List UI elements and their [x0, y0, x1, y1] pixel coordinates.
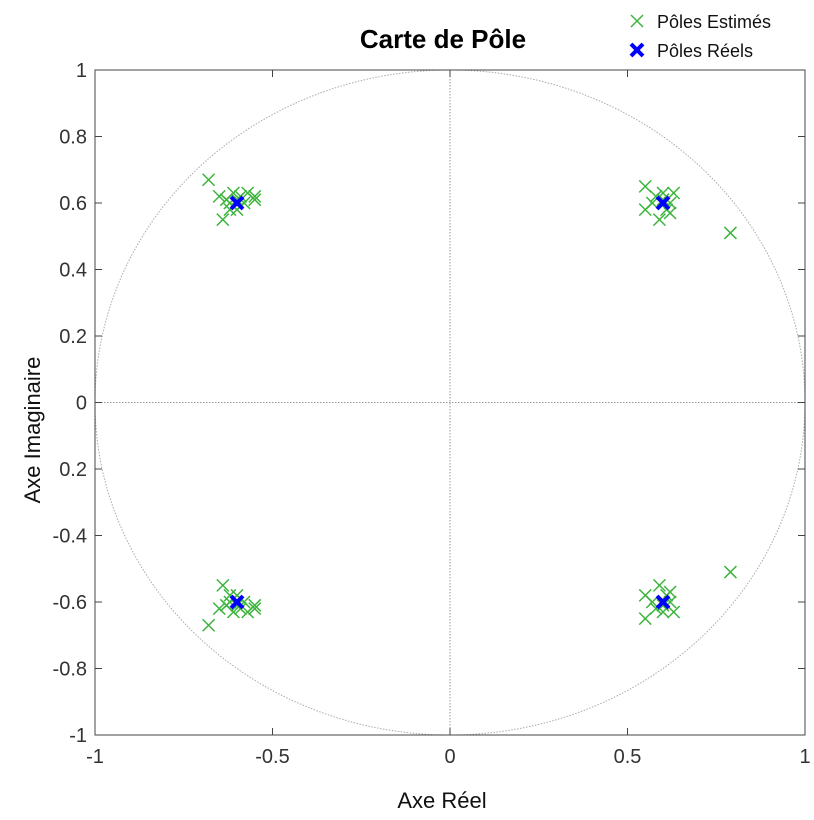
estimated-pole-marker	[248, 602, 262, 616]
estimated-pole-marker	[723, 565, 737, 579]
estimated-pole-marker-stroke-b	[216, 578, 230, 592]
estimated-pole-marker-stroke-b	[663, 585, 677, 599]
real-pole-marker	[655, 195, 671, 211]
estimated-pole-marker-stroke-b	[248, 602, 262, 616]
estimated-pole-marker-stroke-b	[667, 186, 681, 200]
estimated-pole-marker-stroke-b	[241, 186, 255, 200]
y-tick-label: 0.2	[59, 326, 87, 348]
estimated-pole-marker-stroke-b	[226, 605, 240, 619]
estimated-pole-marker	[663, 585, 677, 599]
x-tick-label: 0.5	[614, 746, 642, 768]
legend-label-real: Pôles Réels	[657, 41, 753, 61]
estimated-pole-marker	[202, 618, 216, 632]
legend: Pôles Estimés Pôles Réels	[629, 12, 771, 61]
estimated-pole-marker	[723, 226, 737, 240]
real-pole-marker-stroke-b	[229, 195, 245, 211]
estimated-pole-marker-stroke-b	[638, 612, 652, 626]
estimated-pole-marker	[667, 605, 681, 619]
estimated-pole-marker-stroke-b	[212, 602, 226, 616]
estimated-pole-marker-stroke-b	[667, 605, 681, 619]
real-pole-marker	[655, 594, 671, 610]
estimated-pole-marker-stroke-b	[652, 213, 666, 227]
estimated-pole-marker	[638, 179, 652, 193]
estimated-pole-marker-stroke-b	[248, 189, 262, 203]
x-axis-label: Axe Réel	[397, 788, 486, 813]
estimated-pole-marker	[216, 578, 230, 592]
y-tick-label: 0.8	[59, 127, 87, 149]
legend-marker-real	[629, 42, 645, 58]
estimated-pole-marker	[230, 598, 244, 612]
estimated-pole-marker-stroke-b	[248, 193, 262, 207]
estimated-pole-marker-stroke-b	[226, 186, 240, 200]
estimated-pole-marker	[652, 213, 666, 227]
estimated-pole-marker-stroke-b	[230, 598, 244, 612]
data-markers	[202, 173, 737, 632]
estimated-pole-marker-stroke-b	[638, 179, 652, 193]
estimated-pole-marker	[248, 193, 262, 207]
estimated-pole-marker	[202, 173, 216, 187]
estimated-pole-marker	[663, 206, 677, 220]
estimated-pole-marker	[216, 213, 230, 227]
estimated-pole-marker-stroke-b	[656, 193, 670, 207]
y-tick-label: -0.4	[53, 526, 87, 548]
estimated-pole-marker-stroke-b	[656, 598, 670, 612]
y-tick-label: -0.8	[53, 659, 87, 681]
real-pole-marker-stroke-b	[655, 195, 671, 211]
y-tick-label: -1	[69, 725, 87, 747]
estimated-pole-marker-stroke-b	[723, 565, 737, 579]
x-tick-label: -1	[86, 746, 104, 768]
estimated-pole-marker	[226, 605, 240, 619]
chart-title: Carte de Pôle	[360, 24, 526, 54]
y-tick-label: 0.4	[59, 260, 87, 282]
estimated-pole-marker	[656, 193, 670, 207]
y-tick-label: 0.6	[59, 193, 87, 215]
legend-item-real: Pôles Réels	[629, 41, 753, 61]
estimated-pole-marker-stroke-b	[248, 598, 262, 612]
estimated-pole-marker	[638, 612, 652, 626]
estimated-pole-marker	[212, 189, 226, 203]
y-axis-label: Axe Imaginaire	[20, 357, 45, 504]
estimated-pole-marker	[667, 186, 681, 200]
estimated-pole-marker	[248, 189, 262, 203]
y-tick-label: -0.6	[53, 592, 87, 614]
legend-marker-estimated	[630, 14, 644, 28]
x-tick-label: 0	[444, 746, 455, 768]
estimated-pole-marker	[652, 578, 666, 592]
real-pole-marker	[229, 594, 245, 610]
estimated-pole-marker-stroke-b	[649, 189, 663, 203]
estimated-pole-marker	[212, 602, 226, 616]
real-pole-marker	[229, 195, 245, 211]
estimated-pole-marker-stroke-b	[230, 193, 244, 207]
legend-item-estimated: Pôles Estimés	[630, 12, 771, 32]
estimated-pole-marker	[226, 186, 240, 200]
estimated-pole-marker-stroke-b	[652, 578, 666, 592]
legend-x-estimated	[630, 14, 644, 28]
estimated-pole-marker-stroke-b	[723, 226, 737, 240]
estimated-pole-marker-stroke-b	[216, 213, 230, 227]
tick-labels: -1 -0.5 0 0.5 1 1 0.8 0.6 0.4 0.2 0 0.2 -0.4 -0.6 -0.8…	[53, 60, 811, 768]
estimated-pole-marker	[656, 598, 670, 612]
y-tick-label: 0	[76, 393, 87, 415]
estimated-pole-marker-stroke-b	[663, 206, 677, 220]
y-tick-label: 0.2	[59, 459, 87, 481]
real-pole-marker-stroke-b	[655, 594, 671, 610]
estimated-pole-marker	[248, 598, 262, 612]
legend-x-estimated-stroke-b	[630, 14, 644, 28]
estimated-pole-marker-stroke-b	[202, 173, 216, 187]
legend-x-real-stroke-b	[629, 42, 645, 58]
legend-label-estimated: Pôles Estimés	[657, 12, 771, 32]
y-tick-label: 1	[76, 60, 87, 82]
estimated-pole-marker-stroke-b	[202, 618, 216, 632]
x-tick-label: -0.5	[255, 746, 289, 768]
estimated-pole-marker-stroke-b	[212, 189, 226, 203]
estimated-pole-marker-stroke-b	[638, 588, 652, 602]
legend-x-real	[629, 42, 645, 58]
estimated-pole-marker-stroke-b	[223, 588, 237, 602]
real-pole-marker-stroke-b	[229, 594, 245, 610]
x-tick-label: 1	[799, 746, 810, 768]
estimated-pole-marker	[230, 193, 244, 207]
